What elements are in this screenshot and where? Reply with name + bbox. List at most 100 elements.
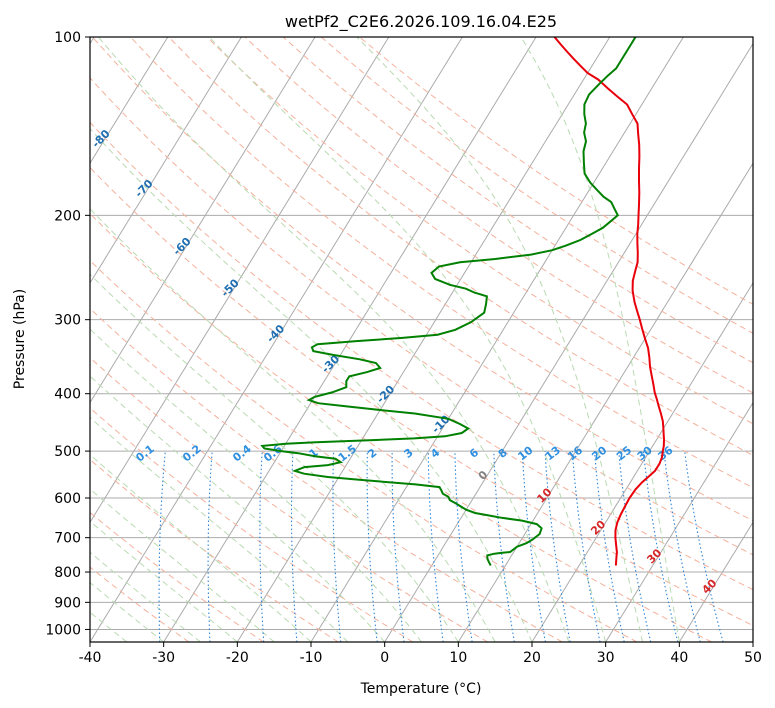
mixing-ratio-line [684, 451, 724, 642]
mixing-ratio-label: 20 [589, 443, 609, 463]
x-tick-label: 50 [744, 650, 762, 666]
y-tick-label: 200 [54, 208, 81, 224]
x-tick-label: -10 [300, 650, 323, 666]
y-tick-label: 800 [54, 565, 81, 581]
y-axis-label: Pressure (hPa) [12, 289, 28, 389]
isotherm-label: -90 [43, 82, 66, 105]
dry-adiabat [90, 259, 638, 642]
isotherm [531, 282, 753, 642]
x-tick-label: -40 [79, 650, 102, 666]
dry-adiabat [244, 37, 753, 394]
mixing-ratio-label: 10 [516, 443, 536, 463]
mixing-ratio-label: 36 [655, 443, 675, 463]
isotherm-label: -60 [170, 235, 193, 258]
mixing-ratio-line [427, 451, 444, 642]
isotherm [752, 641, 753, 642]
mixing-ratio-label: 0.2 [180, 442, 203, 464]
x-tick-label: -30 [152, 650, 175, 666]
mixing-ratio-line [454, 451, 473, 642]
isotherm-label: 40 [699, 576, 719, 596]
y-tick-label: 1000 [45, 622, 81, 638]
moist-adiabat [90, 273, 459, 642]
x-tick-label: 40 [670, 650, 688, 666]
moist-adiabat [520, 37, 680, 642]
dry-adiabat [90, 121, 753, 591]
dry-adiabat [130, 37, 753, 489]
mixing-ratio-label: 4 [428, 446, 442, 461]
mixing-ratio-line [571, 451, 601, 642]
isotherm [90, 37, 316, 404]
isotherm-label: -40 [264, 322, 287, 345]
isotherm-label: -70 [132, 177, 155, 200]
chart-title: wetPf2_C2E6.2026.109.16.04.E25 [285, 12, 557, 32]
isotherm [678, 521, 753, 642]
mixing-ratio-label: 13 [543, 444, 563, 464]
x-tick-label: 10 [449, 650, 467, 666]
axis-ticks: -40 -30 -20 -10 0 10 20 30 40 5010020030040050060… [45, 30, 762, 666]
dry-adiabat [90, 356, 488, 642]
mixing-ratio-line [207, 451, 213, 642]
dry-adiabat [92, 37, 753, 522]
moist-adiabat [356, 37, 643, 642]
isotherm [90, 37, 242, 284]
plot-area: 0.1 0.2 0.4 0.6 1 1.5 2 3 4 6 8 10 13 16 20 25 30 36-100-… [0, 37, 753, 642]
moist-adiabat [90, 375, 386, 642]
mixing-ratio-label: 3 [402, 446, 416, 461]
dewpoint-profile [260, 37, 637, 566]
isotherm-label: 30 [644, 546, 664, 566]
moist-adiabat [97, 37, 570, 642]
dry-adiabat [90, 407, 414, 642]
isotherm-label: 20 [588, 517, 608, 537]
moist-adiabat [90, 454, 312, 642]
mixing-ratio-label: 16 [565, 443, 585, 463]
dry-adiabat [90, 458, 339, 642]
y-tick-label: 900 [54, 595, 81, 611]
isotherm [236, 37, 611, 642]
y-tick-label: 700 [54, 531, 81, 547]
y-tick-label: 400 [54, 387, 81, 403]
dry-adiabat [90, 307, 563, 642]
isotherm-label: 10 [535, 485, 555, 505]
isotherm [457, 162, 753, 642]
isotherm [163, 37, 537, 642]
isotherm-label: -20 [374, 383, 397, 406]
temperature-profile [553, 37, 666, 566]
isotherm [384, 42, 753, 642]
y-tick-label: 300 [54, 313, 81, 329]
dry-adiabat [359, 37, 753, 305]
isotherm-label: -100 [0, 40, 20, 69]
mixing-ratio-line [642, 451, 679, 642]
x-axis-label: Temperature (°C) [360, 681, 482, 697]
moist-adiabat [208, 37, 607, 642]
moist-adiabat [90, 208, 496, 642]
mixing-ratio-line [618, 451, 652, 642]
dry-adiabat [90, 511, 264, 642]
dry-adiabat [90, 212, 712, 642]
isotherm-label: -50 [219, 276, 242, 299]
isotherm-label: -80 [89, 127, 112, 150]
mixing-ratio-line [493, 451, 515, 642]
x-tick-label: 20 [523, 650, 541, 666]
y-tick-label: 100 [54, 30, 81, 46]
dry-adiabat [90, 166, 753, 627]
mixing-ratio-label: 6 [467, 446, 481, 461]
dry-adiabat [90, 566, 190, 642]
mixing-ratio-line [521, 451, 546, 642]
mixing-ratio-label: 2 [365, 446, 379, 461]
isotherm [605, 401, 753, 642]
mixing-ratio-line [663, 451, 701, 642]
y-tick-label: 600 [54, 491, 81, 507]
x-tick-label: -20 [226, 650, 249, 666]
moist-adiabat [90, 416, 349, 642]
moist-adiabat [90, 551, 201, 642]
moist-adiabat [90, 520, 238, 642]
moist-adiabat [90, 328, 422, 642]
dry-adiabat [90, 77, 753, 556]
x-tick-label: 0 [380, 650, 389, 666]
y-tick-label: 500 [54, 444, 81, 460]
isotherm-label: 0 [476, 468, 491, 483]
mixing-ratio-line [391, 451, 405, 642]
isotherm [310, 37, 684, 642]
mixing-ratio-label: 0.4 [230, 442, 254, 464]
